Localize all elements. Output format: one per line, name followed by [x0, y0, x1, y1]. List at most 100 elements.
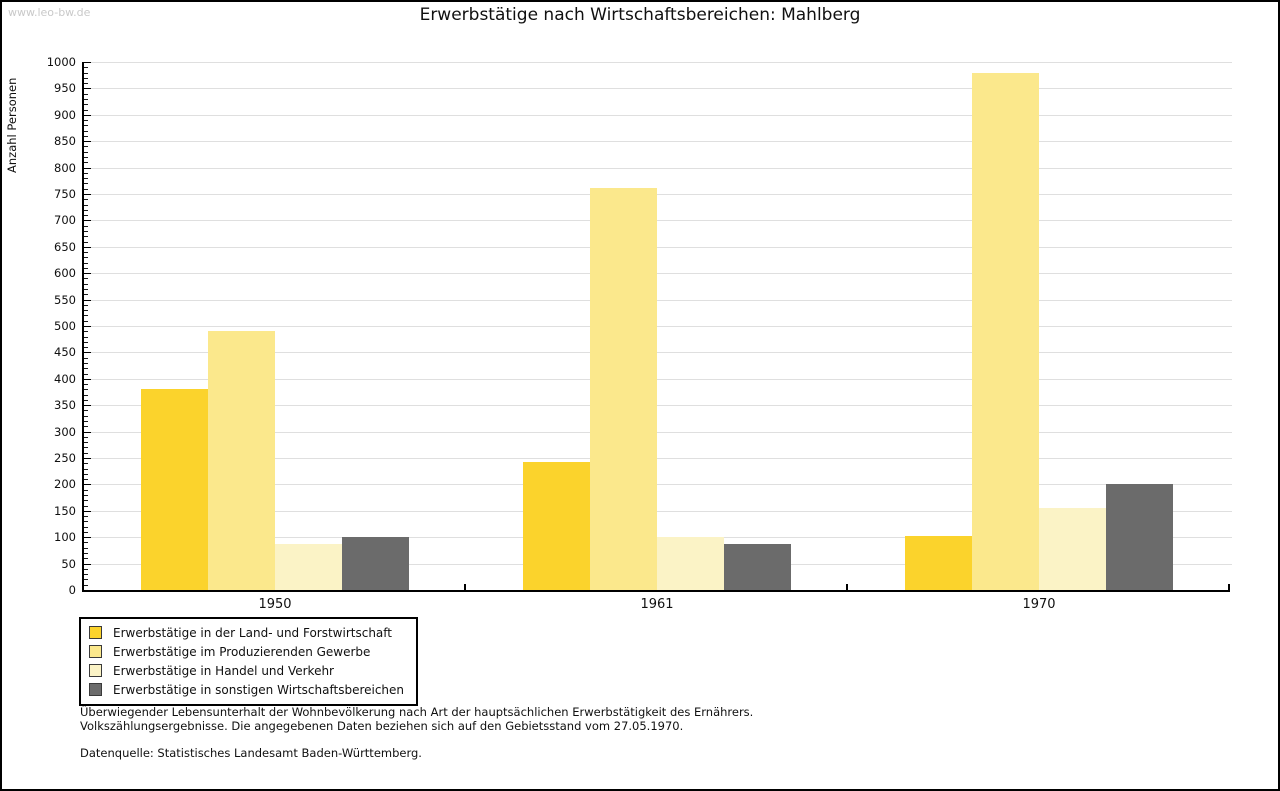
y-axis-minor-tick	[84, 241, 88, 243]
y-gridline	[84, 62, 1232, 63]
data-source-text: Datenquelle: Statistisches Landesamt Bad…	[80, 746, 422, 760]
y-axis-tick	[84, 563, 91, 565]
legend-label: Erwerbstätige in sonstigen Wirtschaftsbe…	[113, 682, 405, 697]
y-axis-minor-tick	[84, 320, 88, 322]
y-axis-minor-tick	[84, 410, 88, 412]
y-axis-minor-tick	[84, 584, 88, 586]
y-axis-label: Anzahl Personen	[5, 77, 19, 173]
x-tick-label: 1961	[640, 597, 674, 612]
y-axis-minor-tick	[84, 267, 88, 269]
bar-1970-series3	[1039, 507, 1106, 590]
y-axis-tick	[84, 88, 91, 90]
y-axis-tick	[84, 62, 91, 63]
y-axis-minor-tick	[84, 135, 88, 137]
y-axis-minor-tick	[84, 236, 88, 238]
y-axis-minor-tick	[84, 447, 88, 449]
bar-1970-series4	[1106, 484, 1173, 590]
y-axis-minor-tick	[84, 579, 88, 581]
y-axis-minor-tick	[84, 415, 88, 417]
y-axis-minor-tick	[84, 230, 88, 232]
legend-item: Erwerbstätige in der Land- und Forstwirt…	[89, 623, 404, 642]
y-tick-label: 200	[54, 477, 76, 492]
y-gridline	[84, 167, 1232, 169]
y-axis-minor-tick	[84, 347, 88, 349]
y-axis-minor-tick	[84, 310, 88, 312]
y-axis-minor-tick	[84, 104, 88, 106]
y-axis-minor-tick	[84, 394, 88, 396]
y-axis-minor-tick	[84, 574, 88, 576]
y-axis-minor-tick	[84, 558, 88, 560]
y-axis-minor-tick	[84, 77, 88, 79]
y-gridline	[84, 378, 1232, 380]
y-axis-tick	[84, 378, 91, 380]
y-axis-tick	[84, 167, 91, 169]
y-axis-tick	[84, 220, 91, 222]
y-axis-tick	[84, 431, 91, 433]
legend-label: Erwerbstätige im Produzierenden Gewerbe	[113, 644, 371, 659]
x-axis-tick	[846, 584, 848, 590]
y-axis-minor-tick	[84, 331, 88, 333]
y-axis-tick	[84, 299, 91, 301]
y-gridline	[84, 114, 1232, 116]
y-tick-label: 0	[68, 583, 76, 597]
y-tick-label: 500	[54, 319, 76, 333]
y-tick-label: 600	[54, 266, 76, 281]
y-axis-minor-tick	[84, 357, 88, 359]
y-axis-minor-tick	[84, 98, 88, 100]
y-axis-minor-tick	[84, 109, 88, 111]
legend-color-swatch-icon	[89, 645, 102, 658]
y-axis-minor-tick	[84, 130, 88, 132]
y-gridline	[84, 141, 1232, 143]
y-axis-minor-tick	[84, 362, 88, 364]
y-tick-label: 800	[54, 160, 76, 175]
y-tick-label: 1000	[46, 55, 76, 69]
y-gridline	[84, 246, 1232, 248]
y-axis-minor-tick	[84, 83, 88, 85]
y-gridline	[84, 299, 1232, 301]
y-axis-minor-tick	[84, 473, 88, 475]
y-gridline	[84, 273, 1232, 275]
bar-1961-series4	[724, 544, 791, 590]
y-axis-minor-tick	[84, 204, 88, 206]
legend-item: Erwerbstätige im Produzierenden Gewerbe	[89, 642, 404, 661]
y-axis-minor-tick	[84, 516, 88, 518]
y-axis-minor-tick	[84, 151, 88, 153]
y-axis-minor-tick	[84, 225, 88, 227]
y-axis-minor-tick	[84, 384, 88, 386]
footnote-text: Überwiegender Lebensunterhalt der Wohnbe…	[80, 705, 753, 733]
bar-1961-series1	[523, 462, 590, 590]
y-gridline	[84, 458, 1232, 459]
y-axis-minor-tick	[84, 125, 88, 127]
y-tick-label: 650	[54, 239, 76, 254]
y-axis-minor-tick	[84, 341, 88, 343]
y-gridline	[84, 405, 1232, 407]
y-axis-minor-tick	[84, 399, 88, 401]
y-axis-tick	[84, 246, 91, 248]
bar-1970-series1	[905, 535, 972, 590]
y-gridline	[84, 220, 1232, 222]
bar-chart-plot: 0 50 100 150 200 250 300 350 400 450 500 550 600 650 7…	[47, 55, 1232, 612]
y-tick-label: 900	[54, 107, 76, 122]
y-tick-label: 350	[54, 398, 76, 413]
y-axis-minor-tick	[84, 93, 88, 95]
y-axis-minor-tick	[84, 315, 88, 317]
y-axis-minor-tick	[84, 521, 88, 523]
y-tick-label: 400	[54, 371, 76, 386]
x-tick-label: 1950	[258, 597, 292, 612]
y-gridline	[84, 352, 1232, 354]
y-axis-tick	[84, 141, 91, 143]
bar-1950-series3	[275, 543, 342, 590]
bar-1961-series3	[657, 537, 724, 590]
y-axis-minor-tick	[84, 294, 88, 296]
y-axis-minor-tick	[84, 468, 88, 470]
y-axis-line	[82, 62, 84, 592]
y-axis-minor-tick	[84, 500, 88, 502]
y-axis-tick	[84, 590, 91, 591]
legend-item: Erwerbstätige in sonstigen Wirtschaftsbe…	[89, 680, 404, 699]
y-axis-minor-tick	[84, 526, 88, 528]
y-axis-minor-tick	[84, 252, 88, 254]
legend-color-swatch-icon	[89, 683, 102, 696]
y-axis-minor-tick	[84, 162, 88, 164]
legend-color-swatch-icon	[89, 626, 102, 639]
y-axis-minor-tick	[84, 442, 88, 444]
